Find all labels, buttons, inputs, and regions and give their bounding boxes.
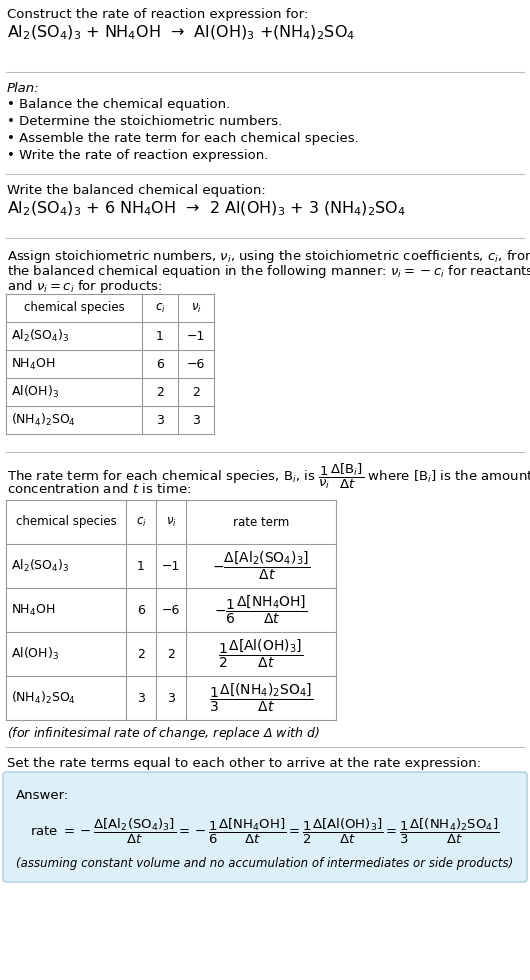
Text: 1: 1 xyxy=(137,560,145,572)
Text: and $\nu_i = c_i$ for products:: and $\nu_i = c_i$ for products: xyxy=(7,278,163,295)
Text: −1: −1 xyxy=(187,329,205,342)
Text: Answer:: Answer: xyxy=(16,789,69,802)
Text: Al$_2$(SO$_4$)$_3$ + 6 NH$_4$OH  →  2 Al(OH)$_3$ + 3 (NH$_4$)$_2$SO$_4$: Al$_2$(SO$_4$)$_3$ + 6 NH$_4$OH → 2 Al(O… xyxy=(7,200,406,219)
Text: $\dfrac{1}{2}\dfrac{\Delta[\mathrm{Al(OH)_3}]}{\Delta t}$: $\dfrac{1}{2}\dfrac{\Delta[\mathrm{Al(OH… xyxy=(218,638,304,670)
Text: Construct the rate of reaction expression for:: Construct the rate of reaction expressio… xyxy=(7,8,308,21)
Text: $\nu_i$: $\nu_i$ xyxy=(165,515,176,528)
Text: 6: 6 xyxy=(156,358,164,370)
Text: The rate term for each chemical species, B$_i$, is $\dfrac{1}{\nu_i}\dfrac{\Delt: The rate term for each chemical species,… xyxy=(7,462,530,491)
Text: Assign stoichiometric numbers, $\nu_i$, using the stoichiometric coefficients, $: Assign stoichiometric numbers, $\nu_i$, … xyxy=(7,248,530,265)
Text: the balanced chemical equation in the following manner: $\nu_i = -c_i$ for react: the balanced chemical equation in the fo… xyxy=(7,263,530,280)
Text: • Determine the stoichiometric numbers.: • Determine the stoichiometric numbers. xyxy=(7,115,282,128)
Text: Al$_2$(SO$_4$)$_3$: Al$_2$(SO$_4$)$_3$ xyxy=(11,328,69,344)
Text: 6: 6 xyxy=(137,604,145,616)
Text: $\nu_i$: $\nu_i$ xyxy=(191,302,201,315)
Text: rate term: rate term xyxy=(233,515,289,528)
Text: −6: −6 xyxy=(162,604,180,616)
Text: Write the balanced chemical equation:: Write the balanced chemical equation: xyxy=(7,184,266,197)
Text: 2: 2 xyxy=(192,385,200,399)
Text: $-\dfrac{1}{6}\dfrac{\Delta[\mathrm{NH_4OH}]}{\Delta t}$: $-\dfrac{1}{6}\dfrac{\Delta[\mathrm{NH_4… xyxy=(214,594,308,626)
Text: 2: 2 xyxy=(137,648,145,661)
Text: −6: −6 xyxy=(187,358,205,370)
Text: chemical species: chemical species xyxy=(24,302,125,315)
Text: 2: 2 xyxy=(156,385,164,399)
Text: Al(OH)$_3$: Al(OH)$_3$ xyxy=(11,646,59,662)
Text: $-\dfrac{\Delta[\mathrm{Al_2(SO_4)_3}]}{\Delta t}$: $-\dfrac{\Delta[\mathrm{Al_2(SO_4)_3}]}{… xyxy=(212,550,310,582)
Text: • Assemble the rate term for each chemical species.: • Assemble the rate term for each chemic… xyxy=(7,132,359,145)
Text: • Balance the chemical equation.: • Balance the chemical equation. xyxy=(7,98,230,111)
Text: (NH$_4$)$_2$SO$_4$: (NH$_4$)$_2$SO$_4$ xyxy=(11,690,76,706)
Text: Plan:: Plan: xyxy=(7,82,40,95)
Text: $\dfrac{1}{3}\dfrac{\Delta[\mathrm{(NH_4)_2SO_4}]}{\Delta t}$: $\dfrac{1}{3}\dfrac{\Delta[\mathrm{(NH_4… xyxy=(209,682,313,714)
Text: Al$_2$(SO$_4$)$_3$ + NH$_4$OH  →  Al(OH)$_3$ +(NH$_4$)$_2$SO$_4$: Al$_2$(SO$_4$)$_3$ + NH$_4$OH → Al(OH)$_… xyxy=(7,24,355,42)
Text: concentration and $t$ is time:: concentration and $t$ is time: xyxy=(7,482,191,496)
Text: NH$_4$OH: NH$_4$OH xyxy=(11,603,55,617)
Text: rate $= -\dfrac{\Delta[\mathrm{Al_2(SO_4)_3}]}{\Delta t} = -\dfrac{1}{6}\dfrac{\: rate $= -\dfrac{\Delta[\mathrm{Al_2(SO_4… xyxy=(30,816,500,846)
FancyBboxPatch shape xyxy=(3,772,527,882)
Text: 1: 1 xyxy=(156,329,164,342)
Text: Al$_2$(SO$_4$)$_3$: Al$_2$(SO$_4$)$_3$ xyxy=(11,558,69,574)
Text: $c_i$: $c_i$ xyxy=(155,302,165,315)
Text: $c_i$: $c_i$ xyxy=(136,515,146,528)
Text: • Write the rate of reaction expression.: • Write the rate of reaction expression. xyxy=(7,149,268,162)
Text: −1: −1 xyxy=(162,560,180,572)
Text: Al(OH)$_3$: Al(OH)$_3$ xyxy=(11,384,59,400)
Text: 3: 3 xyxy=(156,414,164,426)
Text: 3: 3 xyxy=(192,414,200,426)
Text: Set the rate terms equal to each other to arrive at the rate expression:: Set the rate terms equal to each other t… xyxy=(7,757,481,770)
Text: 2: 2 xyxy=(167,648,175,661)
Text: NH$_4$OH: NH$_4$OH xyxy=(11,357,55,371)
Text: 3: 3 xyxy=(137,692,145,705)
Text: 3: 3 xyxy=(167,692,175,705)
Text: (for infinitesimal rate of change, replace Δ with $d$): (for infinitesimal rate of change, repla… xyxy=(7,725,320,742)
Text: chemical species: chemical species xyxy=(15,515,117,528)
Text: (NH$_4$)$_2$SO$_4$: (NH$_4$)$_2$SO$_4$ xyxy=(11,412,76,428)
Text: (assuming constant volume and no accumulation of intermediates or side products): (assuming constant volume and no accumul… xyxy=(16,857,514,870)
